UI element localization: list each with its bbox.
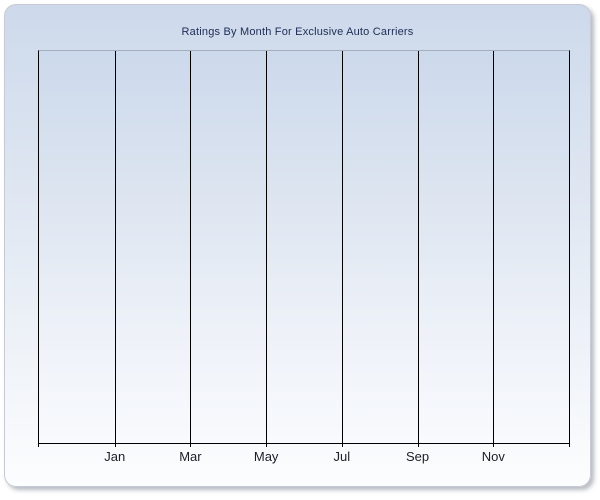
x-axis-tick-label: Mar bbox=[179, 449, 202, 464]
plot-area: Jan Mar May Jul Sep Nov bbox=[38, 50, 570, 464]
gridline bbox=[417, 51, 419, 447]
x-axis: Jan Mar May Jul Sep Nov bbox=[39, 449, 569, 465]
gridline bbox=[493, 51, 495, 447]
chart-title: Ratings By Month For Exclusive Auto Carr… bbox=[181, 26, 414, 38]
x-axis-tick-label: Jan bbox=[104, 449, 126, 464]
gridline bbox=[114, 51, 116, 447]
x-axis-tick-label: May bbox=[253, 449, 279, 464]
x-axis-tick-label: Sep bbox=[405, 449, 430, 464]
gridline bbox=[190, 51, 192, 447]
x-axis-edge-tick bbox=[38, 443, 39, 447]
gridline bbox=[341, 51, 343, 447]
x-axis-edge-tick bbox=[569, 443, 570, 447]
x-axis-tick-label: Jul bbox=[333, 449, 351, 464]
gridline bbox=[266, 51, 268, 447]
x-axis-tick-label: Nov bbox=[481, 449, 505, 464]
chart-panel: Ratings By Month For Exclusive Auto Carr… bbox=[4, 4, 591, 487]
